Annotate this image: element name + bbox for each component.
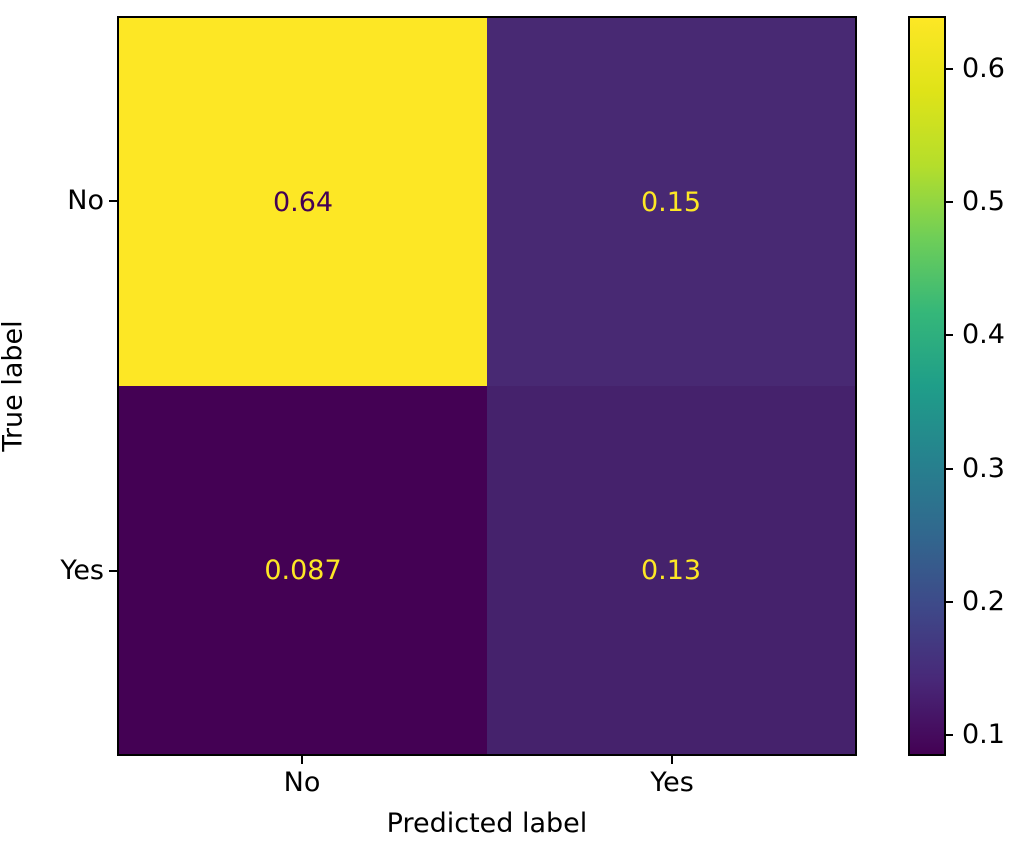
y-tick-label-yes: Yes [60, 555, 104, 586]
cell-value: 0.087 [264, 554, 342, 586]
matrix-cell: 0.13 [487, 386, 855, 754]
colorbar-gradient [908, 16, 946, 756]
x-axis-label: Predicted label [386, 808, 588, 839]
colorbar-tick-label: 0.5 [962, 186, 1005, 218]
x-tick-mark [671, 756, 673, 764]
colorbar-tick-mark [946, 467, 953, 470]
y-tick-label-no: No [67, 185, 104, 216]
colorbar-tick-mark [946, 334, 953, 337]
colorbar-tick-label: 0.1 [962, 718, 1005, 750]
matrix-cell: 0.15 [487, 18, 855, 386]
x-tick-label-no: No [283, 767, 321, 798]
colorbar-tick-label: 0.2 [962, 585, 1005, 617]
cell-value: 0.15 [640, 186, 702, 218]
y-axis-label: True label [0, 320, 29, 452]
x-tick-label-yes: Yes [650, 767, 694, 798]
matrix-cell: 0.087 [119, 386, 487, 754]
x-tick-mark [301, 756, 303, 764]
colorbar-tick-label: 0.6 [962, 53, 1005, 85]
matrix-cell: 0.64 [119, 18, 487, 386]
colorbar-tick-mark [946, 201, 953, 204]
colorbar-tick-label: 0.3 [962, 452, 1005, 484]
cell-value: 0.13 [640, 554, 702, 586]
y-tick-mark [109, 570, 117, 572]
colorbar-tick-label: 0.4 [962, 319, 1005, 351]
colorbar-tick-mark [946, 733, 953, 736]
colorbar-ticks: 0.6 0.5 0.4 0.3 0.2 0.1 [946, 16, 1026, 756]
colorbar-tick-mark [946, 600, 953, 603]
plot-area: 0.64 0.15 0.087 0.13 [117, 16, 857, 756]
cell-value: 0.64 [272, 186, 334, 218]
y-tick-mark [109, 200, 117, 202]
colorbar-tick-mark [946, 68, 953, 71]
